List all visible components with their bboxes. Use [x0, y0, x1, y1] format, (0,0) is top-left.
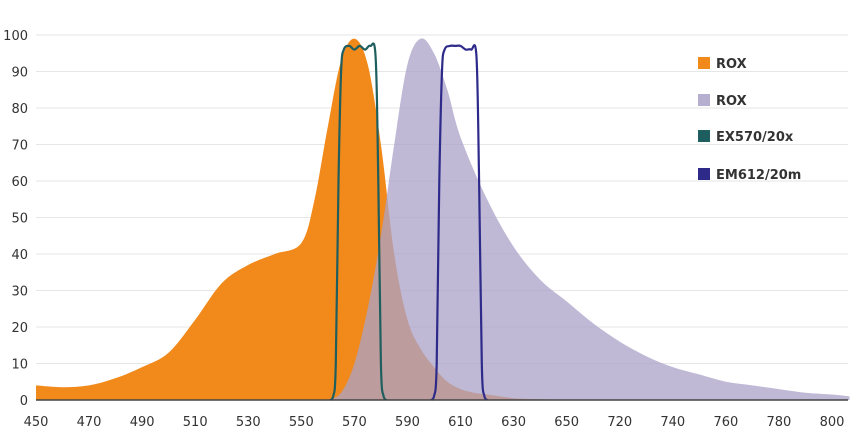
legend-label-4: EM612/20m	[716, 168, 801, 183]
y-tick-labels: 0 10 20 30 40 50 60 70 80 90 100	[3, 29, 28, 409]
y-tick-label-100: 100	[3, 29, 28, 44]
y-tick-label-10: 10	[11, 358, 28, 373]
x-tick-label-470: 470	[77, 415, 102, 430]
y-tick-label-70: 70	[11, 139, 28, 154]
x-tick-label-760: 760	[713, 415, 738, 430]
x-tick-label-610: 610	[448, 415, 473, 430]
legend-swatch-2	[698, 94, 710, 106]
legend-swatch-4	[698, 168, 710, 180]
y-tick-label-90: 90	[11, 66, 28, 81]
legend-label-3: EX570/20x	[716, 130, 794, 145]
series-lines	[329, 42, 488, 401]
x-tick-labels: 450 470 490 510 530 550 570 590 610 630 650 720 740 7…	[24, 415, 845, 430]
x-tick-label-510: 510	[183, 415, 208, 430]
x-tick-label-720: 720	[607, 415, 632, 430]
series-areas	[36, 38, 850, 401]
x-tick-label-630: 630	[501, 415, 526, 430]
x-tick-label-800: 800	[820, 415, 845, 430]
legend: ROX ROX EX570/20x EM612/20m	[698, 57, 801, 183]
x-tick-label-740: 740	[660, 415, 685, 430]
series-area-emission	[327, 38, 850, 400]
y-tick-label-40: 40	[11, 248, 28, 263]
x-tick-label-780: 780	[767, 415, 792, 430]
legend-swatch-3	[698, 130, 710, 142]
series-line-ex570-20x	[329, 42, 388, 401]
x-tick-label-530: 530	[236, 415, 261, 430]
y-tick-label-50: 50	[11, 212, 28, 227]
x-tick-label-490: 490	[130, 415, 155, 430]
x-tick-label-590: 590	[395, 415, 420, 430]
x-tick-label-570: 570	[342, 415, 367, 430]
series-area-excitation	[36, 38, 567, 401]
y-tick-label-30: 30	[11, 285, 28, 300]
y-tick-label-0: 0	[20, 394, 28, 409]
y-tick-label-80: 80	[11, 102, 28, 117]
x-tick-label-450: 450	[24, 415, 49, 430]
y-tick-label-60: 60	[11, 175, 28, 190]
series-line-em612-20m	[430, 44, 488, 401]
legend-swatch-1	[698, 57, 710, 69]
y-tick-label-20: 20	[11, 321, 28, 336]
x-tick-label-650: 650	[554, 415, 579, 430]
x-tick-label-550: 550	[289, 415, 314, 430]
legend-label-2: ROX	[716, 94, 747, 109]
legend-label-1: ROX	[716, 57, 747, 72]
